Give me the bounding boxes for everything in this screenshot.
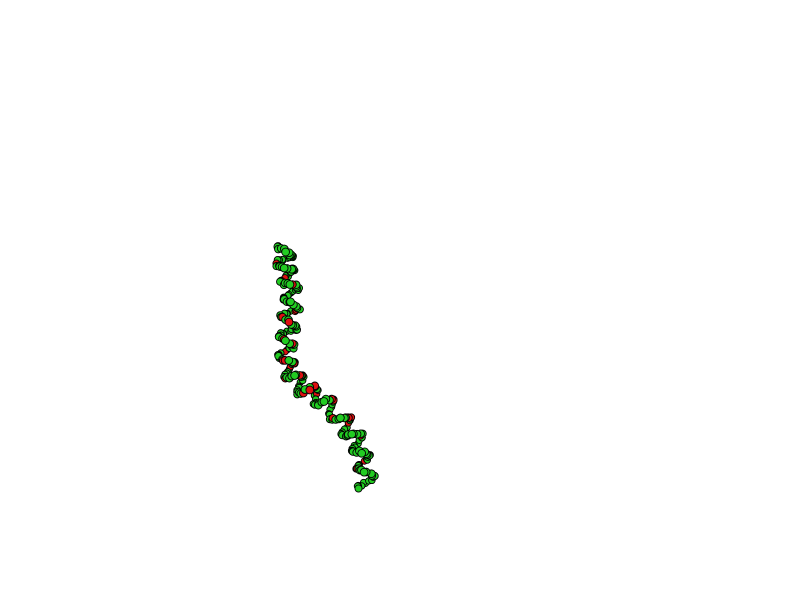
- carbon-atom: [359, 467, 369, 477]
- carbon-atom: [347, 429, 357, 439]
- carbon-atom: [281, 336, 290, 346]
- carbon-atom: [284, 356, 294, 365]
- carbon-atom: [354, 484, 363, 493]
- oxygen-atom: [284, 317, 294, 327]
- carbon-atom: [286, 297, 295, 307]
- carbon-atom: [319, 397, 329, 406]
- carbon-atom: [336, 413, 345, 423]
- carbon-atom: [285, 280, 295, 289]
- carbon-atom: [281, 247, 290, 257]
- carbon-atom: [290, 371, 299, 380]
- carbon-atom: [357, 448, 367, 458]
- carbon-atom: [279, 263, 289, 273]
- oxygen-atom: [305, 385, 315, 395]
